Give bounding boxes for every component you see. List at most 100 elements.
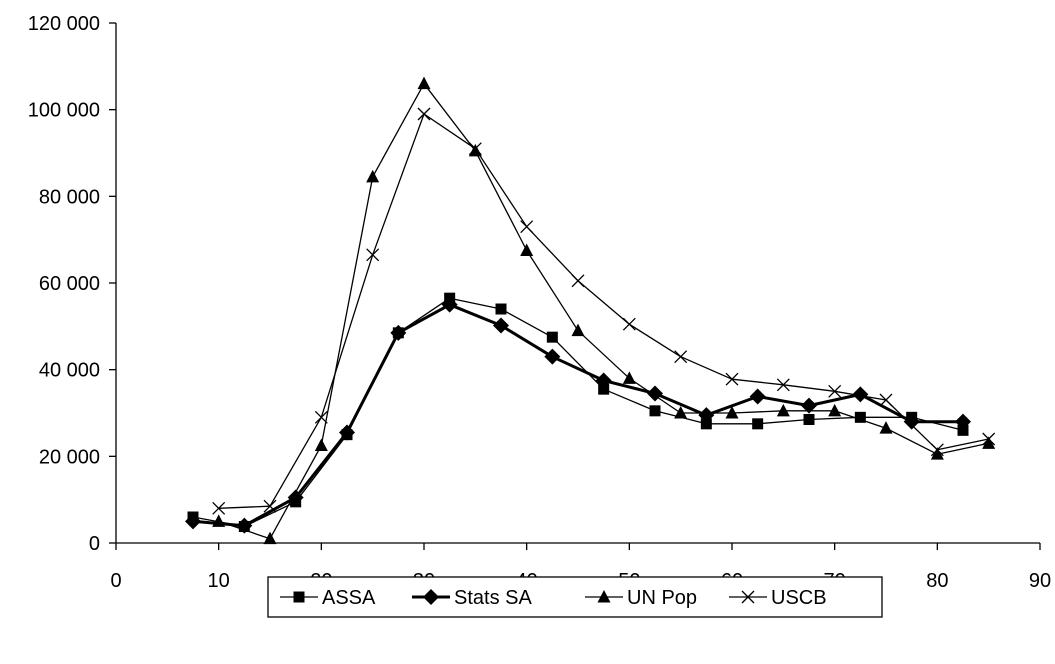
x-marker-stroke [622,317,636,331]
x-marker [879,393,893,407]
x-tick-label: 80 [926,570,948,592]
x-marker [520,220,534,234]
x-marker [622,317,636,331]
x-marker-stroke [314,410,328,424]
x-tick-label: 0 [110,570,121,592]
diamond-marker [441,296,458,313]
series-stats-sa [185,296,971,534]
x-marker [212,501,226,515]
diamond-marker [493,317,509,334]
legend-label: UN Pop [627,587,697,609]
legend-item-uscb: USCB [729,587,827,609]
square-marker [293,591,305,603]
y-tick-label: 120 000 [28,13,100,35]
x-marker [930,443,944,457]
triangle-marker [982,436,996,449]
series-line-assa [192,297,964,528]
square-marker [752,418,764,430]
diamond-marker [749,388,766,405]
x-marker [674,350,688,364]
chart-legend: ASSA Stats SA UN Pop USCB [267,576,883,618]
series-line-stats-sa [192,303,963,528]
triangle-marker [776,403,790,417]
square-marker [957,424,969,436]
diamond-marker [236,517,253,534]
diamond-marker [801,397,817,414]
triangle-marker [674,406,688,419]
diamond-marker [185,513,201,530]
square-marker [803,414,815,425]
x-marker-stroke [930,443,944,457]
diamond-marker [647,385,663,402]
series-un-pop [212,76,996,545]
x-marker [417,107,431,121]
triangle-marker [212,514,226,527]
triangle-marker [571,323,585,337]
triangle-marker [930,447,944,460]
x-marker [776,378,790,392]
square-marker [700,418,712,430]
legend-label: USCB [771,587,827,609]
triangle-marker [597,590,611,603]
triangle-marker [879,421,893,434]
x-marker-stroke [571,274,585,288]
x-marker [725,372,739,386]
square-marker [649,405,661,417]
triangle-marker [314,438,328,451]
triangle-marker [520,243,534,256]
x-marker [828,384,842,398]
diamond-marker [339,424,355,441]
x-marker [571,274,585,288]
diamond-marker [955,413,971,430]
chart-series [185,76,996,545]
triangle-marker [417,76,431,90]
x-marker-stroke [725,372,739,386]
x-marker-stroke [982,432,996,446]
x-marker-stroke [828,384,842,398]
x-marker [263,499,277,513]
legend-item-stats-sa: Stats SA [412,587,532,609]
legend-label: Stats SA [454,587,532,609]
diamond-marker [544,348,561,365]
diamond-marker [903,413,920,430]
square-marker [854,411,866,423]
triangle-marker [263,531,277,545]
series-line-un-pop [218,83,989,540]
x-marker-stroke [879,393,893,407]
x-marker-stroke [520,220,534,234]
x-marker [468,142,482,156]
x-marker-stroke [212,501,226,515]
x-marker-stroke [674,350,688,364]
x-marker-stroke [417,107,431,121]
y-tick-label: 60 000 [39,273,100,295]
diamond-marker [287,489,304,506]
y-tick-label: 40 000 [39,360,100,382]
y-tick-label: 20 000 [39,446,100,468]
legend-label: ASSA [322,587,376,609]
triangle-marker [622,371,636,384]
x-tick-label: 10 [208,570,230,592]
x-marker-stroke [263,499,277,513]
x-marker [741,590,755,604]
square-marker [598,383,610,395]
y-tick-label: 0 [89,533,100,555]
legend-item-un-pop: UN Pop [585,587,697,609]
x-marker-stroke [468,142,482,156]
series-line-uscb [218,113,989,509]
triangle-marker [366,169,380,183]
y-tick-label: 100 000 [28,100,100,122]
diamond-marker [423,589,439,605]
diamond-marker [852,386,869,403]
x-marker [366,248,380,262]
x-marker-stroke [741,590,755,604]
diamond-marker [698,407,715,424]
diamond-marker [595,372,612,389]
triangle-marker [828,403,842,417]
chart-axes [109,22,1041,550]
x-tick-label: 90 [1029,570,1051,592]
legend-item-assa: ASSA [280,587,376,609]
y-tick-label: 80 000 [39,186,100,208]
square-marker [495,303,507,315]
x-marker [314,410,328,424]
